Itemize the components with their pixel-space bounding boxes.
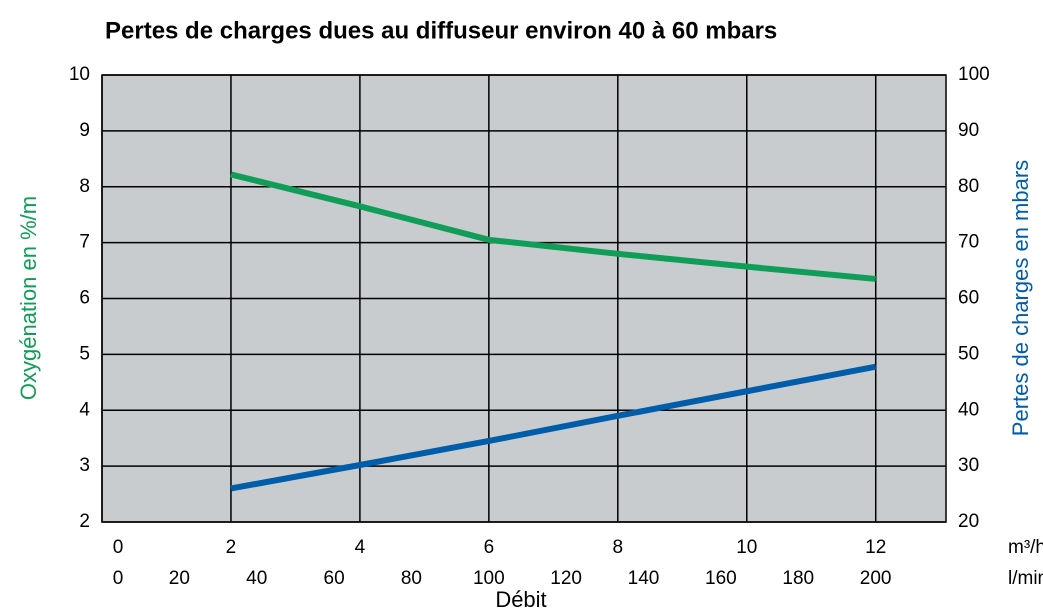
y2-tick-label: 20: [958, 511, 979, 532]
y2-tick-label: 100: [958, 64, 990, 85]
x-tick-label: 10: [736, 537, 757, 558]
x2-tick-label: 0: [113, 568, 124, 589]
plot-border: [101, 74, 947, 523]
x2-tick-label: 200: [860, 568, 892, 589]
x-tick-label: 2: [226, 537, 237, 558]
x-unit: m³/h: [1008, 537, 1043, 558]
x2-tick-label: 80: [401, 568, 422, 589]
y2-axis-label: Pertes de charges en mbars: [1008, 160, 1033, 436]
x2-tick-label: 40: [246, 568, 267, 589]
y-tick-label: 7: [79, 232, 90, 253]
x-tick-label: 0: [113, 537, 124, 558]
y2-tick-label: 30: [958, 455, 979, 476]
x-axis-label: Débit: [495, 587, 546, 612]
x2-tick-label: 100: [473, 568, 505, 589]
y2-tick-label: 50: [958, 343, 979, 364]
y2-tick-label: 80: [958, 176, 979, 197]
data-line: [230, 363, 877, 492]
y2-tick-label: 70: [958, 232, 979, 253]
chart-title: Pertes de charges dues au diffuseur envi…: [105, 17, 777, 44]
x2-tick-label: 180: [782, 568, 814, 589]
y-tick-label: 2: [79, 511, 90, 532]
x2-unit: l/min: [1008, 568, 1043, 589]
data-line: [230, 171, 877, 282]
y-tick-label: 5: [79, 343, 90, 364]
x2-tick-label: 20: [169, 568, 190, 589]
y-tick-label: 9: [79, 120, 90, 141]
x2-tick-label: 60: [324, 568, 345, 589]
x-tick-label: 6: [484, 537, 495, 558]
y-tick-label: 3: [79, 455, 90, 476]
y-tick-label: 10: [69, 64, 90, 85]
y2-tick-label: 60: [958, 288, 979, 309]
x-tick-label: 4: [355, 537, 366, 558]
y-tick-label: 4: [79, 399, 90, 420]
y2-tick-label: 90: [958, 120, 979, 141]
x2-tick-label: 120: [550, 568, 582, 589]
y-axis-label: Oxygénation en %/m: [16, 196, 41, 400]
x2-tick-label: 140: [628, 568, 660, 589]
y-tick-label: 8: [79, 176, 90, 197]
y-tick-label: 6: [79, 288, 90, 309]
y2-tick-label: 40: [958, 399, 979, 420]
x2-tick-label: 160: [705, 568, 737, 589]
x-tick-label: 12: [865, 537, 886, 558]
x-tick-label: 8: [613, 537, 624, 558]
